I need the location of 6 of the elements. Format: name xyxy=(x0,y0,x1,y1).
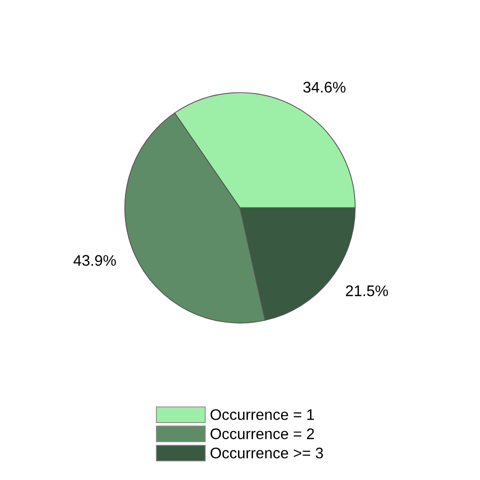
data-label: 34.6% xyxy=(303,82,346,93)
legend-label: Occurrence >= 3 xyxy=(210,448,323,458)
data-label: 21.5% xyxy=(346,285,388,296)
data-label: 43.9% xyxy=(74,255,116,266)
legend-label: Occurrence = 2 xyxy=(210,428,314,440)
legend-label: Occurrence = 1 xyxy=(210,409,314,420)
